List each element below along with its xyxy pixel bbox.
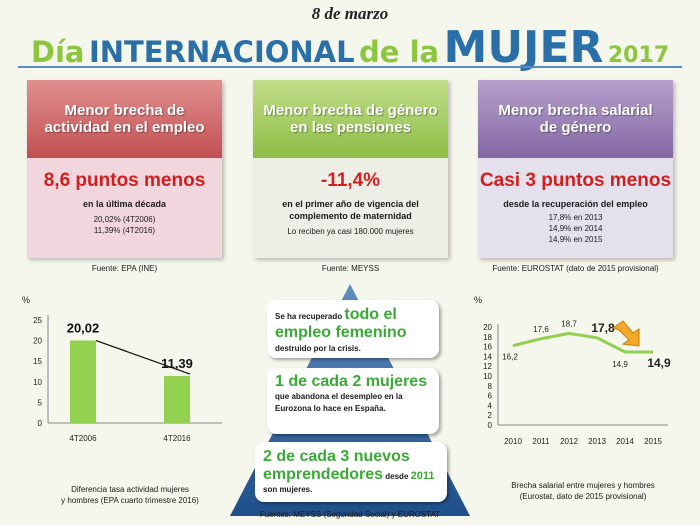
y-tick-label: 18 xyxy=(483,333,492,342)
card-headline: -11,4% xyxy=(320,170,381,191)
card-source: Fuente: EPA (INE) xyxy=(91,264,158,273)
card-title: Menor brecha salarial de género xyxy=(478,80,673,158)
data-label: 20,02 xyxy=(67,321,100,336)
y-tick-label: 16 xyxy=(483,343,492,352)
card-title: Menor brecha de género en las pensiones xyxy=(253,80,448,158)
caption-line: y hombres (EPA cuarto trimestre 2016) xyxy=(61,496,199,505)
y-tick-label: 12 xyxy=(483,362,492,371)
page-title: Día INTERNACIONAL de la MUJER 2017 xyxy=(0,22,700,73)
pyramid-source: Fuentes: MEYSS (Seguridad Social) y EURO… xyxy=(259,510,441,519)
fact-text: son mujeres. xyxy=(263,485,313,494)
card-detail: 17,8% en 2013 xyxy=(548,213,603,222)
y-tick-label: 14 xyxy=(483,352,492,361)
caption-line: Brecha salarial entre mujeres y hombres xyxy=(511,481,655,490)
card-source: Fuente: EUROSTAT (dato de 2015 provision… xyxy=(492,264,659,273)
title-internacional: INTERNACIONAL xyxy=(88,35,355,69)
fact-highlight: 2 de cada 3 nuevos emprendedores xyxy=(263,448,410,483)
x-tick-label: 2013 xyxy=(588,437,606,446)
y-tick-label: 6 xyxy=(488,392,493,401)
bar xyxy=(164,376,190,423)
fact-highlight: 2011 xyxy=(410,470,435,482)
fact-text: desde xyxy=(383,472,411,481)
title-year: 2017 xyxy=(607,43,670,68)
y-tick-label: 0 xyxy=(488,421,493,430)
card-headline: 8,6 puntos menos xyxy=(43,170,206,191)
card-detail: 20,02% (4T2006) xyxy=(93,215,156,224)
series-line xyxy=(512,331,653,354)
card-title: Menor brecha de actividad en el empleo xyxy=(27,80,222,158)
title-underline xyxy=(18,66,682,68)
y-tick-label: 5 xyxy=(38,398,43,407)
title-dia: Día xyxy=(30,35,85,69)
title-mujer: MUJER xyxy=(443,22,604,73)
card-activity-gap: Menor brecha de actividad en el empleo 8… xyxy=(27,80,222,258)
bar xyxy=(70,340,96,423)
fact-highlight: 1 de cada 2 mujeres xyxy=(275,373,428,390)
data-label: 16,2 xyxy=(502,353,518,362)
x-tick-label: 4T2016 xyxy=(163,434,191,443)
card-subtitle: en el primer año de vigencia del complem… xyxy=(282,199,419,221)
fact-box-unemployment: 1 de cada 2 mujeres que abandona el dese… xyxy=(267,368,439,434)
fact-text: que abandona el desempleo en la Eurozona… xyxy=(275,392,403,413)
x-tick-label: 2012 xyxy=(560,437,578,446)
trend-line xyxy=(95,339,191,375)
data-label: 17,6 xyxy=(533,325,549,334)
card-detail: Lo reciben ya casi 180.000 mujeres xyxy=(287,227,414,236)
x-tick-label: 2015 xyxy=(644,437,662,446)
card-subtitle: en la última década xyxy=(82,199,167,209)
y-axis-unit: % xyxy=(22,295,30,305)
card-source: Fuente: MEYSS xyxy=(321,264,380,273)
card-subtitle: desde la recuperación del empleo xyxy=(503,199,648,209)
fact-box-employment: Se ha recuperado todo el empleo femenino… xyxy=(267,300,439,358)
data-label: 11,39 xyxy=(161,356,193,371)
data-label: 14,9 xyxy=(647,356,671,370)
caption-line: Diferencia tasa actividad mujeres xyxy=(71,485,189,494)
fact-text: Se ha recuperado xyxy=(275,312,345,321)
y-tick-label: 20 xyxy=(483,323,492,332)
title-de-la: de la xyxy=(359,35,440,69)
x-tick-label: 2010 xyxy=(504,437,522,446)
card-detail: 14,9% en 2015 xyxy=(548,235,603,244)
y-tick-label: 0 xyxy=(38,419,43,428)
y-tick-label: 15 xyxy=(33,357,42,366)
activity-gap-bar-chart: % 0 5 10 15 20 25 4T2006 20,02 4T2016 11,39 xyxy=(22,295,222,443)
data-label: 14,9 xyxy=(612,360,628,369)
y-tick-label: 4 xyxy=(488,401,493,410)
x-tick-label: 2011 xyxy=(532,437,550,446)
pyramid-graphic: Se ha recuperado todo el empleo femenino… xyxy=(230,284,470,516)
bar-chart-caption: Diferencia tasa actividad mujeres y homb… xyxy=(30,484,230,506)
date-label: 8 de marzo xyxy=(311,4,389,23)
card-salary-gap: Menor brecha salarial de género Casi 3 p… xyxy=(478,80,673,258)
y-axis-unit: % xyxy=(474,295,482,305)
y-tick-label: 2 xyxy=(488,411,493,420)
y-tick-label: 10 xyxy=(33,378,42,387)
y-tick-label: 25 xyxy=(33,316,42,325)
x-tick-label: 2014 xyxy=(616,437,634,446)
y-tick-label: 10 xyxy=(483,372,492,381)
fact-highlight: todo el empleo femenino xyxy=(275,306,407,341)
card-detail: 14,9% en 2014 xyxy=(548,224,603,233)
y-tick-label: 8 xyxy=(488,382,493,391)
line-chart-caption: Brecha salarial entre mujeres y hombres … xyxy=(478,480,688,502)
x-tick-label: 4T2006 xyxy=(69,434,97,443)
highlight-arrow-icon xyxy=(611,320,640,347)
card-headline: Casi 3 puntos menos xyxy=(479,170,672,191)
card-detail: 11,39% (4T2016) xyxy=(93,226,156,235)
y-tick-label: 20 xyxy=(33,337,42,346)
fact-box-entrepreneurs: 2 de cada 3 nuevos emprendedores desde 2… xyxy=(255,442,447,502)
card-pension-gap: Menor brecha de género en las pensiones … xyxy=(253,80,448,258)
caption-line: (Eurostat, dato de 2015 provisional) xyxy=(519,492,647,501)
data-label: 18,7 xyxy=(561,319,577,328)
fact-text: destruido por la crisis. xyxy=(275,344,361,353)
data-label: 17,8 xyxy=(591,321,615,335)
